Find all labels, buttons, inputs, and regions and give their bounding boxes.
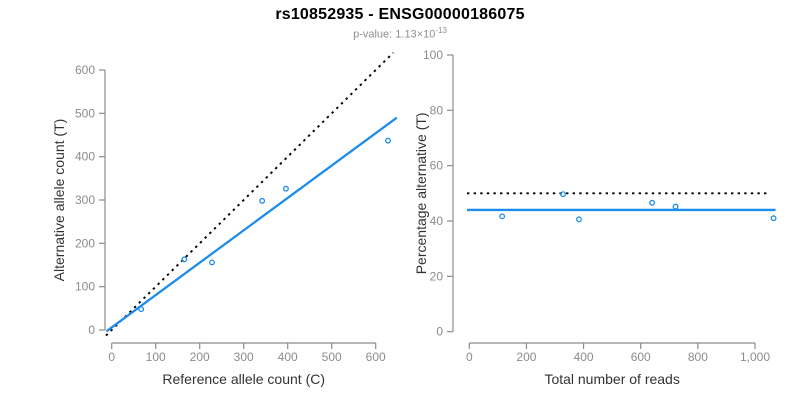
x-tick-label: 400	[574, 350, 594, 364]
y-axis-title: Alternative allele count (T)	[51, 119, 67, 282]
data-point	[770, 215, 777, 222]
y-tick-label: 300	[75, 193, 95, 207]
x-tick-label: 1,000	[740, 350, 770, 364]
data-point	[499, 213, 506, 220]
x-tick-label: 400	[278, 350, 298, 364]
data-point	[560, 191, 566, 198]
x-tick-label: 200	[190, 350, 210, 364]
x-tick-label: 600	[366, 350, 386, 364]
figure-header: rs10852935 - ENSG00000186075 p-value: 1.…	[0, 6, 800, 42]
x-axis-title: Reference allele count (C)	[162, 371, 325, 387]
fit-line	[105, 116, 398, 333]
right-plot: 0 20 40 60 80 100 0 200 400 600 800 1,000 Total numb…	[413, 48, 777, 387]
x-tick-label: 300	[234, 350, 254, 364]
y-tick-label: 40	[430, 214, 444, 228]
x-tick-label: 800	[688, 350, 708, 364]
pvalue-exponent: -13	[435, 26, 447, 36]
y-tick-label: 400	[75, 150, 95, 164]
left-plot: 0 100 200 300 400 500 600 0 100 200 300 400 500 600 Re…	[51, 51, 398, 387]
pvalue-text: p-value: 1.13×10	[353, 29, 436, 42]
y-tick-label: 0	[436, 325, 443, 339]
figure-subtitle: p-value: 1.13×10-13	[0, 26, 800, 41]
y-tick-label: 100	[75, 280, 95, 294]
x-tick-label: 0	[466, 350, 473, 364]
data-point	[259, 197, 266, 204]
y-tick-label: 100	[423, 48, 443, 62]
y-tick-label: 500	[75, 106, 95, 120]
y-tick-label: 20	[430, 269, 444, 283]
data-point	[138, 306, 145, 313]
identity-line	[105, 51, 394, 337]
y-tick-label: 600	[75, 63, 95, 77]
data-point	[385, 137, 391, 144]
data-point	[672, 203, 679, 210]
data-point	[209, 259, 215, 266]
data-point	[576, 216, 582, 223]
y-tick-label: 60	[430, 159, 444, 173]
data-point	[649, 199, 656, 206]
x-tick-label: 100	[146, 350, 166, 364]
x-tick-label: 0	[108, 350, 115, 364]
x-axis-title: Total number of reads	[544, 371, 679, 387]
data-point	[181, 256, 188, 263]
x-tick-label: 600	[631, 350, 651, 364]
y-tick-label: 200	[75, 236, 95, 250]
figure-title: rs10852935 - ENSG00000186075	[275, 6, 525, 23]
x-tick-label: 200	[516, 350, 536, 364]
y-tick-label: 80	[430, 103, 444, 117]
y-tick-label: 0	[88, 323, 95, 337]
x-tick-label: 500	[322, 350, 342, 364]
y-axis-title: Percentage alternative (T)	[413, 112, 429, 274]
data-point	[282, 185, 289, 192]
